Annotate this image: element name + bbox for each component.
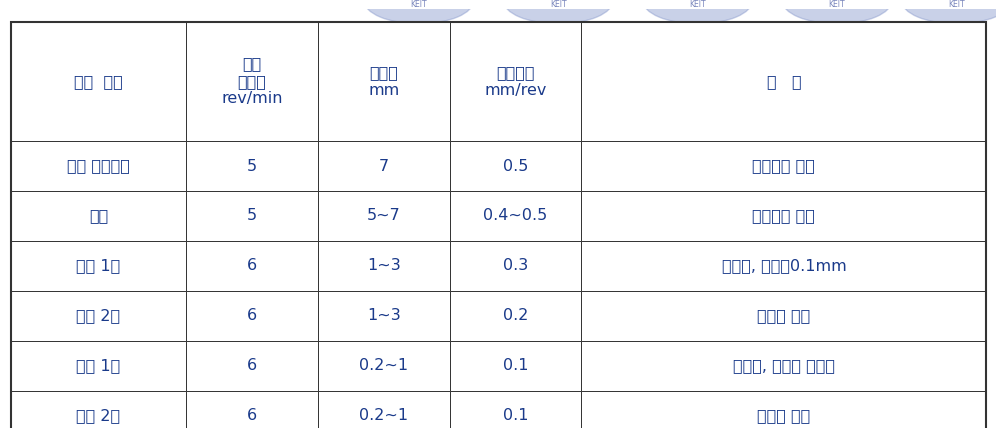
Bar (581, 141, 986, 191)
Text: 정삭 1차: 정삭 1차 (77, 358, 121, 373)
Text: 0.5: 0.5 (502, 159, 528, 174)
Bar (450, 241, 581, 291)
Bar (581, 291, 986, 341)
Text: 6: 6 (247, 408, 257, 423)
Bar (581, 241, 986, 291)
Text: 최적
회전수
rev/min: 최적 회전수 rev/min (221, 57, 283, 106)
Bar (318, 241, 450, 291)
Bar (450, 141, 581, 191)
Bar (11, 21, 186, 141)
Text: KEIT: KEIT (829, 0, 845, 9)
Circle shape (901, 0, 997, 24)
Bar (11, 390, 186, 429)
Text: 이송속도
mm/rev: 이송속도 mm/rev (485, 65, 546, 97)
Text: 6: 6 (247, 308, 257, 323)
Bar (450, 390, 581, 429)
Bar (186, 141, 318, 191)
Bar (318, 191, 450, 241)
Bar (11, 341, 186, 390)
Text: 열변형값 무시: 열변형값 무시 (753, 208, 816, 224)
Text: 5: 5 (247, 208, 257, 224)
Text: 황삭: 황삭 (89, 208, 108, 224)
Text: 6: 6 (247, 358, 257, 373)
Bar (450, 191, 581, 241)
Bar (581, 390, 986, 429)
Text: 0.3: 0.3 (502, 258, 528, 273)
Bar (581, 191, 986, 241)
Bar (186, 191, 318, 241)
Circle shape (783, 0, 891, 24)
Bar (186, 21, 318, 141)
Bar (450, 21, 581, 141)
Bar (450, 341, 581, 390)
Text: 6: 6 (247, 258, 257, 273)
Bar (318, 141, 450, 191)
Bar (11, 291, 186, 341)
Text: 중삭 2차: 중삭 2차 (77, 308, 121, 323)
Text: 작업  구분: 작업 구분 (74, 74, 123, 89)
Text: 0.4~0.5: 0.4~0.5 (484, 208, 547, 224)
Bar (11, 241, 186, 291)
Text: 0.2~1: 0.2~1 (359, 358, 409, 373)
Bar (186, 241, 318, 291)
Bar (186, 291, 318, 341)
Bar (318, 341, 450, 390)
Text: 절입량 조절: 절입량 조절 (758, 408, 811, 423)
Circle shape (364, 0, 474, 24)
Circle shape (643, 0, 753, 24)
Bar (318, 21, 450, 141)
Bar (450, 291, 581, 341)
Text: 1~3: 1~3 (367, 258, 401, 273)
Text: KEIT: KEIT (550, 0, 566, 9)
Bar (581, 341, 986, 390)
Text: 절입량
mm: 절입량 mm (368, 65, 400, 97)
Text: 중삭 1차: 중삭 1차 (77, 258, 121, 273)
Text: 0.1: 0.1 (502, 358, 528, 373)
Text: 진원도, 직진도 확인후: 진원도, 직진도 확인후 (733, 358, 834, 373)
Text: 진원도, 직진도0.1mm: 진원도, 직진도0.1mm (722, 258, 846, 273)
Text: KEIT: KEIT (689, 0, 706, 9)
Text: 정삭 2차: 정삭 2차 (77, 408, 121, 423)
Text: 5: 5 (247, 159, 257, 174)
Text: 열변형값 무시: 열변형값 무시 (753, 159, 816, 174)
Text: 비   고: 비 고 (767, 74, 802, 89)
Text: 0.2: 0.2 (502, 308, 528, 323)
Bar (11, 141, 186, 191)
Text: KEIT: KEIT (411, 0, 427, 9)
Text: 이내로 중삭: 이내로 중삭 (758, 308, 811, 323)
Text: 7: 7 (379, 159, 389, 174)
Text: 0.1: 0.1 (502, 408, 528, 423)
Text: 소재 흑피제거: 소재 흑피제거 (67, 159, 130, 174)
Bar (318, 291, 450, 341)
Text: 1~3: 1~3 (367, 308, 401, 323)
Bar (11, 191, 186, 241)
Bar (186, 390, 318, 429)
Bar (186, 341, 318, 390)
Text: 0.2~1: 0.2~1 (359, 408, 409, 423)
Text: 5~7: 5~7 (367, 208, 401, 224)
Circle shape (503, 0, 613, 24)
Text: KEIT: KEIT (948, 0, 965, 9)
Bar (318, 390, 450, 429)
Bar (581, 21, 986, 141)
